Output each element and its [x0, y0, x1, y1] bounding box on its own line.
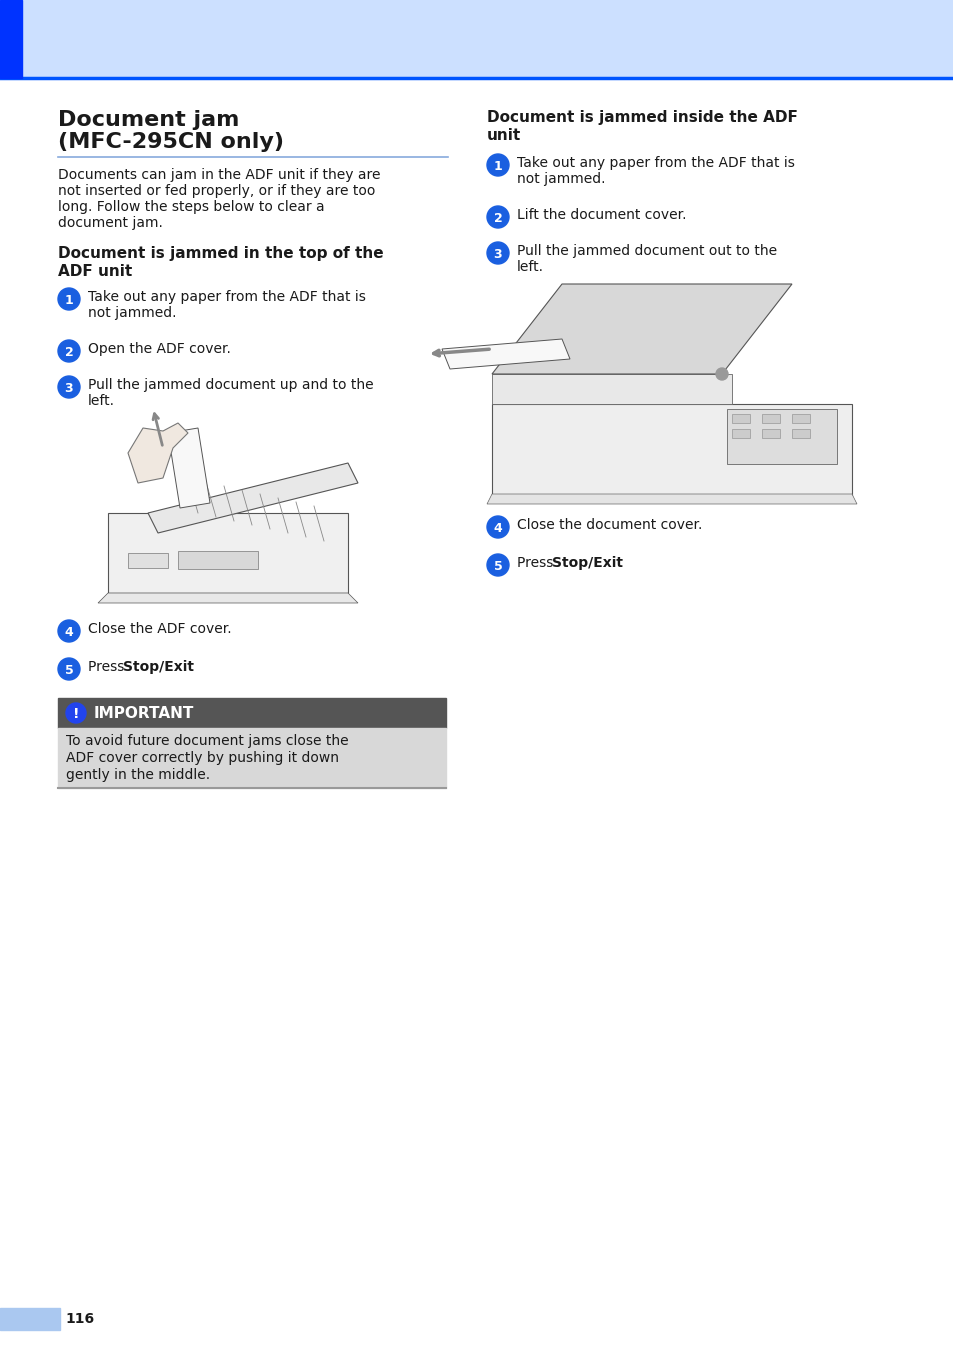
Text: left.: left.: [517, 259, 543, 274]
Text: ADF unit: ADF unit: [58, 263, 132, 280]
Circle shape: [66, 703, 86, 723]
Text: 2: 2: [493, 212, 502, 224]
Text: Press: Press: [88, 661, 129, 674]
Text: (MFC-295CN only): (MFC-295CN only): [58, 132, 284, 153]
Text: Take out any paper from the ADF that is: Take out any paper from the ADF that is: [88, 290, 366, 304]
Bar: [731, 430, 749, 438]
Text: 116: 116: [65, 1312, 94, 1325]
FancyBboxPatch shape: [726, 409, 836, 463]
Text: Lift the document cover.: Lift the document cover.: [517, 208, 686, 222]
Text: 4: 4: [493, 521, 502, 535]
Bar: [128, 553, 168, 567]
Text: IMPORTANT: IMPORTANT: [94, 705, 194, 720]
Bar: [791, 413, 809, 423]
Text: 3: 3: [65, 381, 73, 394]
Text: Document jam: Document jam: [58, 109, 239, 130]
Text: 2: 2: [65, 346, 73, 358]
Bar: [791, 430, 809, 438]
Text: Pull the jammed document out to the: Pull the jammed document out to the: [517, 245, 777, 258]
FancyBboxPatch shape: [108, 513, 348, 593]
Circle shape: [486, 154, 509, 176]
Text: Document is jammed in the top of the: Document is jammed in the top of the: [58, 246, 383, 261]
Circle shape: [58, 620, 80, 642]
Bar: [731, 413, 749, 423]
Text: Stop/Exit: Stop/Exit: [552, 557, 622, 570]
Circle shape: [716, 367, 727, 380]
Bar: [0, 0, 953, 78]
Circle shape: [486, 516, 509, 538]
Text: document jam.: document jam.: [58, 216, 163, 230]
Circle shape: [486, 554, 509, 576]
Text: !: !: [72, 707, 79, 721]
Bar: [58, 728, 446, 788]
Circle shape: [58, 340, 80, 362]
Text: Take out any paper from the ADF that is: Take out any paper from the ADF that is: [517, 155, 794, 170]
Bar: [0, 0, 22, 78]
Bar: [58, 698, 446, 728]
Text: ADF cover correctly by pushing it down: ADF cover correctly by pushing it down: [66, 751, 338, 765]
FancyBboxPatch shape: [492, 404, 851, 499]
Text: not jammed.: not jammed.: [88, 305, 176, 320]
Bar: [0, 1308, 60, 1329]
FancyBboxPatch shape: [492, 374, 731, 404]
Text: Open the ADF cover.: Open the ADF cover.: [88, 342, 231, 357]
Text: gently in the middle.: gently in the middle.: [66, 767, 210, 782]
Bar: [761, 413, 780, 423]
Polygon shape: [128, 423, 188, 484]
Circle shape: [58, 288, 80, 309]
Polygon shape: [98, 593, 357, 603]
Text: 5: 5: [493, 559, 502, 573]
Text: Pull the jammed document up and to the: Pull the jammed document up and to the: [88, 378, 374, 392]
Text: 4: 4: [65, 626, 73, 639]
Text: Close the document cover.: Close the document cover.: [517, 517, 701, 532]
Text: not jammed.: not jammed.: [517, 172, 605, 186]
Text: 1: 1: [493, 159, 502, 173]
Text: Documents can jam in the ADF unit if they are: Documents can jam in the ADF unit if the…: [58, 168, 380, 182]
Text: Close the ADF cover.: Close the ADF cover.: [88, 621, 232, 636]
Circle shape: [58, 376, 80, 399]
Text: Press: Press: [517, 557, 558, 570]
Polygon shape: [441, 339, 569, 369]
Text: 5: 5: [65, 663, 73, 677]
Circle shape: [486, 205, 509, 228]
Text: not inserted or fed properly, or if they are too: not inserted or fed properly, or if they…: [58, 184, 375, 199]
Text: Stop/Exit: Stop/Exit: [123, 661, 193, 674]
Polygon shape: [492, 284, 791, 374]
Bar: [761, 430, 780, 438]
Polygon shape: [168, 428, 210, 508]
Text: 1: 1: [65, 293, 73, 307]
Text: unit: unit: [486, 128, 520, 143]
Bar: [178, 551, 257, 569]
Circle shape: [58, 658, 80, 680]
Circle shape: [486, 242, 509, 263]
Text: long. Follow the steps below to clear a: long. Follow the steps below to clear a: [58, 200, 324, 213]
Text: Document is jammed inside the ADF: Document is jammed inside the ADF: [486, 109, 797, 126]
Text: 3: 3: [493, 247, 502, 261]
Text: To avoid future document jams close the: To avoid future document jams close the: [66, 734, 348, 748]
Polygon shape: [486, 494, 856, 504]
Text: left.: left.: [88, 394, 115, 408]
Polygon shape: [148, 463, 357, 534]
